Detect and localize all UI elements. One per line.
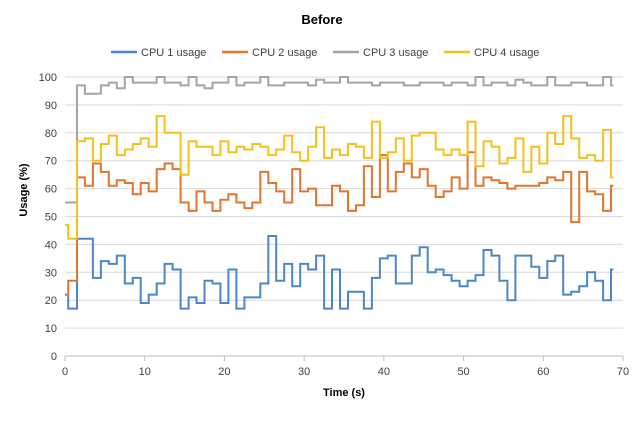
y-tick-label: 10	[45, 323, 57, 335]
y-tick-label: 100	[39, 72, 57, 84]
x-tick-label: 0	[62, 366, 68, 378]
y-axis-label: Usage (%)	[18, 163, 30, 217]
y-tick-label: 90	[45, 100, 57, 112]
x-tick-label: 70	[617, 366, 629, 378]
y-tick-label: 70	[45, 156, 57, 168]
legend-label: CPU 1 usage	[141, 47, 206, 59]
y-tick-label: 40	[45, 239, 57, 251]
series-line-cpu-1-usage	[65, 235, 614, 310]
legend-label: CPU 3 usage	[363, 47, 428, 59]
legend: CPU 1 usage CPU 2 usage CPU 3 usage CPU 4 u…	[111, 47, 539, 59]
chart-title: Before	[301, 12, 342, 27]
x-axis-ticks: 0 10 20 30 40 50 60 70	[62, 356, 629, 378]
series-lines	[65, 76, 614, 310]
series-line-cpu-4-usage	[65, 115, 614, 240]
x-tick-label: 60	[537, 366, 549, 378]
x-axis-label: Time (s)	[323, 387, 365, 399]
x-tick-label: 40	[378, 366, 390, 378]
y-tick-label: 60	[45, 184, 57, 196]
legend-item: CPU 1 usage	[111, 47, 206, 59]
legend-label: CPU 4 usage	[474, 47, 539, 59]
x-tick-label: 20	[218, 366, 230, 378]
legend-item: CPU 2 usage	[222, 47, 317, 59]
x-tick-label: 30	[298, 366, 310, 378]
y-tick-label: 80	[45, 128, 57, 140]
legend-item: CPU 3 usage	[333, 47, 428, 59]
y-tick-label: 50	[45, 212, 57, 224]
series-line-cpu-2-usage	[65, 151, 614, 296]
y-tick-label: 30	[45, 267, 57, 279]
y-axis-ticks: 0 10 20 30 40 50 60 70 80 90 100	[39, 72, 57, 363]
series-line-cpu-3-usage	[65, 76, 614, 204]
y-tick-label: 20	[45, 295, 57, 307]
x-tick-label: 10	[139, 366, 151, 378]
legend-label: CPU 2 usage	[252, 47, 317, 59]
x-tick-label: 50	[457, 366, 469, 378]
gridlines	[65, 76, 623, 329]
y-tick-label: 0	[51, 351, 57, 363]
legend-item: CPU 4 usage	[444, 47, 539, 59]
